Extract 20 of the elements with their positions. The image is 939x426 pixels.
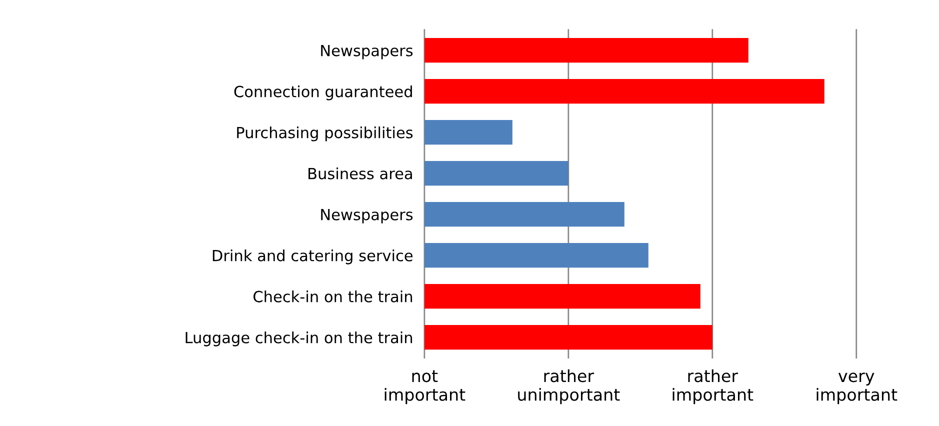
y-tick-label: Business area	[308, 168, 412, 180]
ref-line-label: rather unimportant	[518, 369, 620, 404]
y-tick-label: Check-in on the train	[254, 290, 412, 302]
bar	[424, 120, 512, 145]
bar	[424, 243, 648, 268]
y-tick-label: Connection guaranteed	[234, 86, 412, 100]
bar	[424, 284, 700, 309]
y-tick-label: Newspapers	[321, 208, 413, 224]
y-tick-label: Newspapers	[321, 44, 413, 60]
bar	[424, 79, 824, 104]
ref-line-label: not important	[384, 370, 466, 404]
ref-line-label: very important	[816, 372, 898, 404]
bar	[424, 161, 568, 186]
y-tick-label: Luggage check-in on the train	[186, 332, 412, 346]
bar	[424, 38, 748, 63]
bar	[424, 325, 712, 350]
ref-line-label: rather important	[672, 369, 754, 404]
y-tick-label: Drink and catering service	[212, 250, 413, 264]
bar	[424, 202, 624, 227]
y-tick-label: Purchasing possibilities	[237, 126, 413, 142]
